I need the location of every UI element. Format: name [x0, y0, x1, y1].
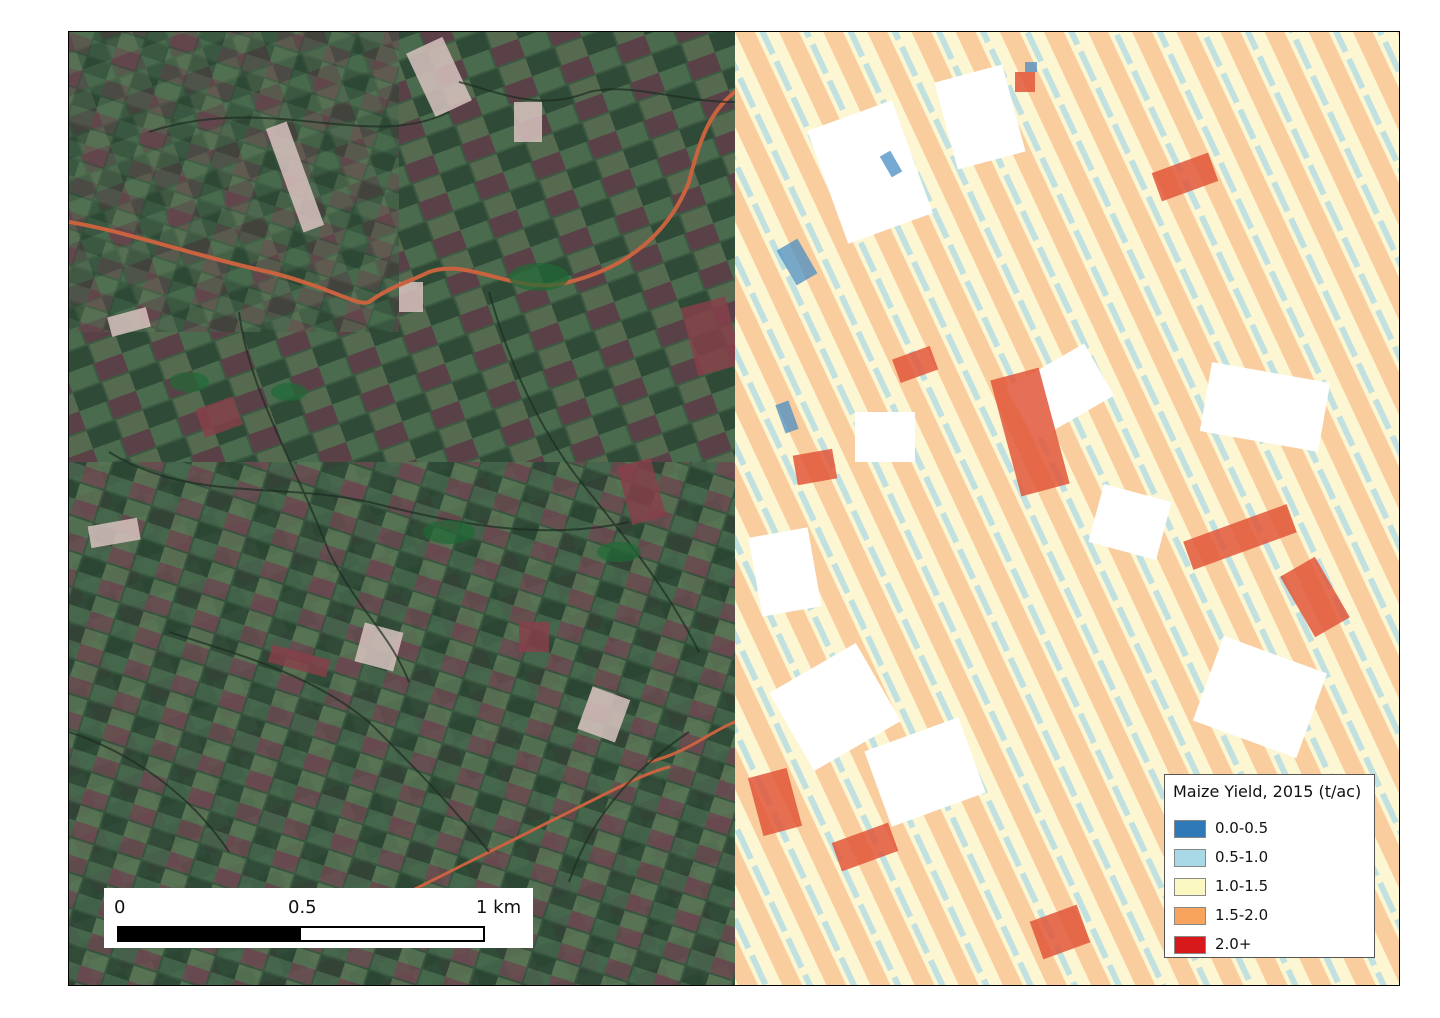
- legend-swatch: [1174, 907, 1206, 925]
- scale-label-start: 0: [114, 897, 126, 918]
- legend-title: Maize Yield, 2015 (t/ac): [1173, 782, 1362, 801]
- legend-label: 1.5-2.0: [1215, 906, 1269, 924]
- legend-label: 1.0-1.5: [1215, 877, 1269, 895]
- yield-map-panel: [735, 32, 1399, 985]
- scale-bar-track: [117, 926, 485, 942]
- scale-bar-black-segment: [119, 928, 301, 940]
- legend-label: 0.0-0.5: [1215, 819, 1269, 837]
- bright-fields: [87, 36, 631, 743]
- legend-label: 2.0+: [1215, 935, 1252, 953]
- scale-label-end: 1 km: [476, 897, 522, 918]
- low-yield-areas: [775, 62, 1037, 434]
- legend-swatch: [1174, 820, 1206, 838]
- red-fields: [195, 296, 735, 678]
- legend-label: 0.5-1.0: [1215, 848, 1269, 866]
- satellite-image-panel: [69, 32, 735, 985]
- legend-swatch: [1174, 936, 1206, 954]
- satellite-image: [69, 32, 735, 985]
- field-boundaries: [69, 81, 735, 883]
- high-yield-areas: [747, 72, 1350, 960]
- legend-swatch: [1174, 878, 1206, 896]
- legend: Maize Yield, 2015 (t/ac) 0.0-0.5 0.5-1.0…: [1164, 774, 1375, 958]
- scale-label-mid: 0.5: [288, 897, 317, 918]
- legend-swatch: [1174, 849, 1206, 867]
- scale-bar: 0 0.5 1 km: [104, 888, 533, 948]
- vegetation-patches: [169, 263, 641, 562]
- roads: [69, 90, 735, 914]
